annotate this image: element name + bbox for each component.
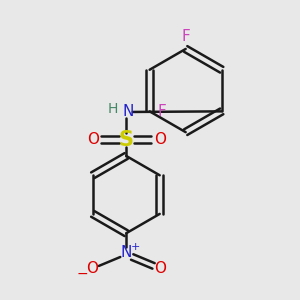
Text: N: N (121, 245, 132, 260)
Text: O: O (154, 132, 166, 147)
Text: −: − (76, 267, 88, 281)
Text: N: N (122, 104, 134, 119)
Text: F: F (158, 104, 167, 119)
Text: O: O (154, 261, 166, 276)
Text: O: O (86, 261, 98, 276)
Text: O: O (87, 132, 99, 147)
Text: S: S (119, 130, 134, 150)
Text: +: + (131, 242, 140, 252)
Text: F: F (181, 29, 190, 44)
Text: H: H (108, 102, 118, 116)
